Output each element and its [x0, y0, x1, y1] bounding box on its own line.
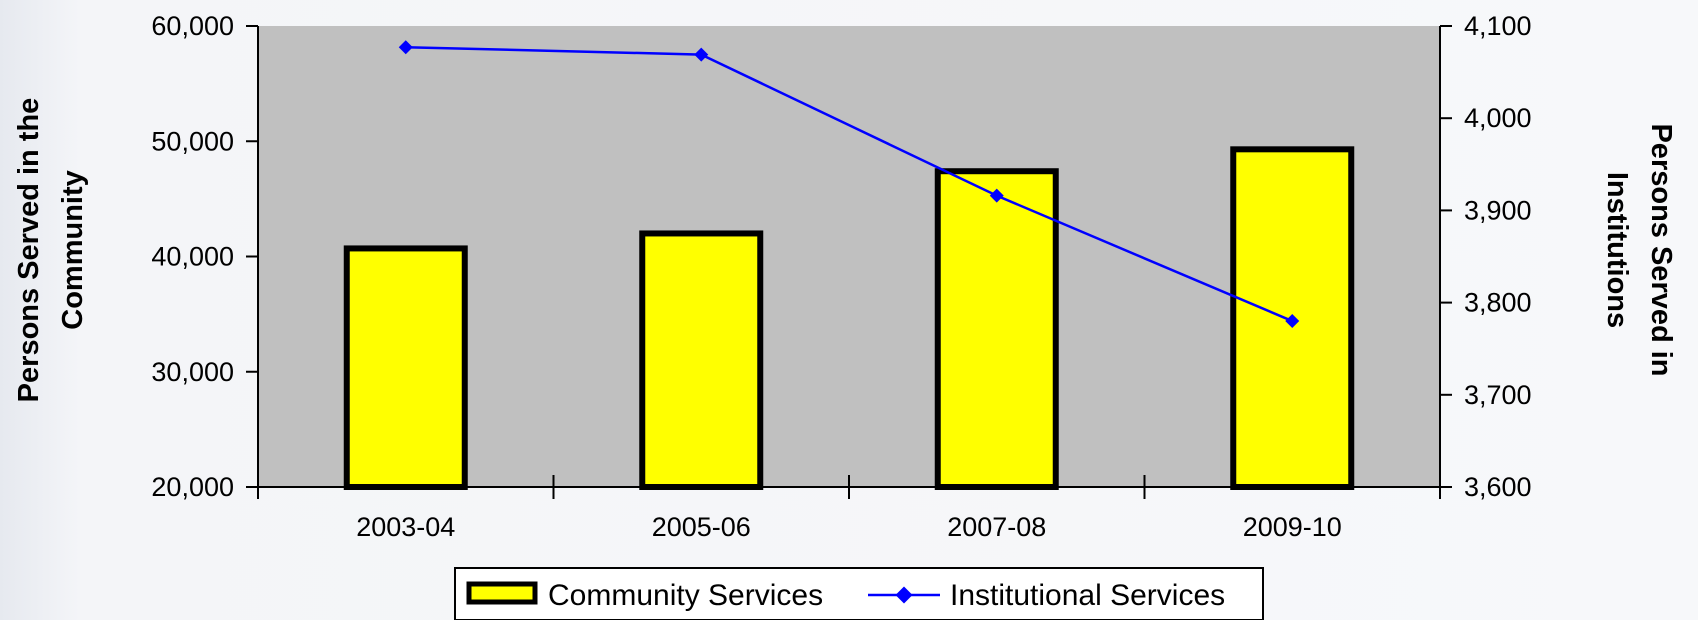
left-tick-label: 20,000: [151, 472, 234, 502]
right-axis-title: Persons Served inInstitutions: [1601, 123, 1677, 376]
legend-box: [454, 567, 1264, 620]
legend-label-institutional-services: Institutional Services: [950, 579, 1225, 612]
point-2003-04: [398, 40, 413, 55]
left-tick-label: 60,000: [151, 11, 234, 41]
right-tick-label: 3,800: [1464, 288, 1532, 318]
x-axis-ticks: 2003-04 2005-06 2007-08 2009-10: [257, 475, 1441, 542]
right-axis-ticks: 3,600 3,700 3,800 3,900 4,000 4,100: [1440, 11, 1532, 502]
right-tick-label: 4,100: [1464, 11, 1532, 41]
legend: Community Services Institutional Service…: [454, 567, 1264, 620]
left-axis-title: Persons Served in the Community: [13, 98, 89, 403]
left-tick-label: 30,000: [151, 357, 234, 387]
right-tick-label: 4,000: [1464, 103, 1532, 133]
line-institutional-services: [405, 45, 1293, 323]
x-tick-label: 2005-06: [652, 512, 751, 542]
legend-line-marker: [895, 586, 913, 604]
right-tick-label: 3,600: [1464, 472, 1532, 502]
legend-label-community-services: Community Services: [548, 579, 823, 612]
point-2007-08: [989, 188, 1004, 203]
right-tick-label: 3,900: [1464, 195, 1532, 225]
line-series-group: [398, 40, 1300, 329]
right-tick-label: 3,700: [1464, 380, 1532, 410]
point-2005-06: [694, 47, 709, 62]
x-tick-label: 2007-08: [947, 512, 1046, 542]
left-axis-ticks: 20,000 30,000 40,000 50,000 60,000: [151, 11, 258, 502]
bar-2003-04: [343, 245, 468, 490]
legend-bar-swatch: [466, 581, 538, 605]
x-tick-label: 2009-10: [1243, 512, 1342, 542]
point-2009-10: [1285, 314, 1300, 329]
left-tick-label: 50,000: [151, 126, 234, 156]
x-tick-label: 2003-04: [356, 512, 455, 542]
left-tick-label: 40,000: [151, 242, 234, 272]
bar-2005-06: [639, 230, 764, 490]
bar-2007-08: [934, 168, 1059, 490]
